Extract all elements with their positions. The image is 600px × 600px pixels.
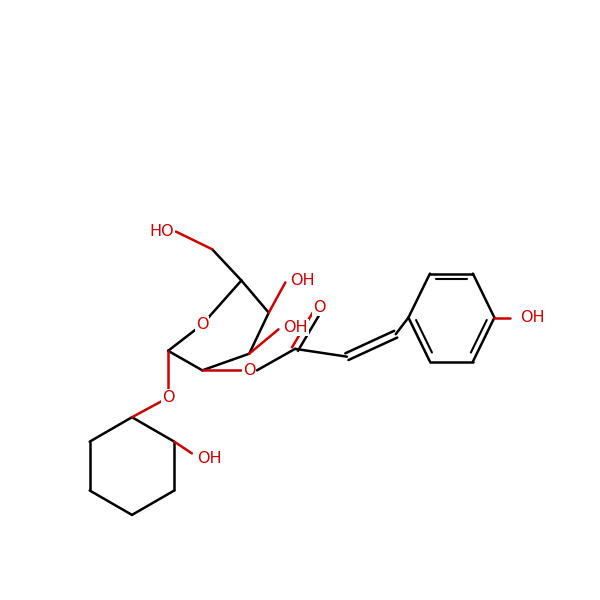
Text: OH: OH bbox=[197, 451, 221, 466]
Text: O: O bbox=[162, 390, 175, 405]
Text: O: O bbox=[243, 363, 256, 378]
Text: O: O bbox=[313, 301, 326, 316]
Text: O: O bbox=[196, 317, 209, 332]
Text: HO: HO bbox=[149, 224, 174, 239]
Text: OH: OH bbox=[520, 310, 544, 325]
Text: OH: OH bbox=[290, 273, 315, 288]
Text: OH: OH bbox=[283, 320, 308, 335]
